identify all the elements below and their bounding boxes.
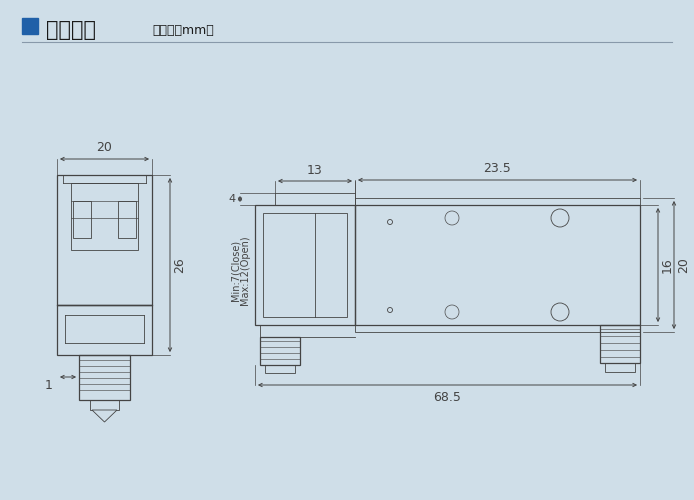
Text: 外观尺寸: 外观尺寸 [46,20,96,40]
Text: 26: 26 [173,257,186,273]
Text: 4: 4 [229,194,236,204]
Text: 1: 1 [45,379,53,392]
Text: 13: 13 [307,164,323,177]
Text: Max:12(Open): Max:12(Open) [240,235,250,305]
Bar [260,337,300,365]
Bar [73,201,91,238]
Bar [22,18,38,34]
Bar [79,355,130,400]
Bar [600,325,640,363]
Text: 16: 16 [661,257,674,273]
Bar [255,205,355,325]
Polygon shape [92,410,117,422]
Text: 68.5: 68.5 [434,391,462,404]
Bar [355,198,640,205]
Bar [57,305,152,355]
Text: 20: 20 [677,257,690,273]
Bar [355,325,640,332]
Bar [118,201,136,238]
Text: （单位：mm）: （单位：mm） [152,24,214,36]
Text: 20: 20 [96,141,112,154]
Bar [605,363,635,372]
Bar [263,213,347,317]
Bar [355,205,640,325]
Bar [275,193,355,205]
Bar [71,183,138,250]
Bar [90,400,119,410]
Bar [57,175,152,305]
Text: Min:7(Close): Min:7(Close) [231,240,241,300]
Text: 23.5: 23.5 [484,162,511,175]
Bar [265,365,295,373]
